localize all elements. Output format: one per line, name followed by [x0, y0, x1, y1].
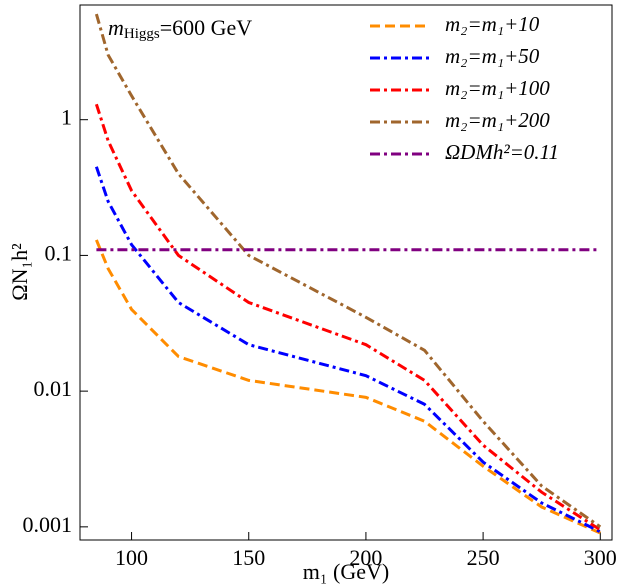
series-line	[95, 239, 601, 535]
legend-label: m₂=m₁+50	[445, 44, 540, 68]
y-axis-label: ΩN₁h²	[7, 243, 32, 301]
plot-frame	[79, 4, 613, 541]
x-tick-label: 100	[115, 545, 148, 570]
annotation: mHiggs=600 GeV	[108, 15, 252, 42]
x-tick-label: 200	[349, 545, 382, 570]
y-tick-label: 0.1	[45, 240, 73, 265]
legend-label: ΩDMh²=0.11	[445, 140, 559, 164]
x-tick-label: 300	[584, 545, 617, 570]
y-tick-label: 1	[61, 105, 72, 130]
x-tick-label: 250	[467, 545, 500, 570]
x-axis-label: m₁ (GeV)	[303, 559, 389, 584]
y-tick-label: 0.001	[23, 512, 73, 537]
series-line	[94, 13, 602, 529]
legend-label: m₂=m₁+100	[445, 76, 550, 100]
x-tick-label: 150	[232, 545, 265, 570]
legend-label: m₂=m₁+200	[445, 108, 550, 132]
series-line	[94, 166, 601, 534]
y-tick-label: 0.01	[34, 376, 73, 401]
legend-label: m₂=m₁+10	[445, 12, 540, 36]
series-line	[94, 103, 602, 532]
